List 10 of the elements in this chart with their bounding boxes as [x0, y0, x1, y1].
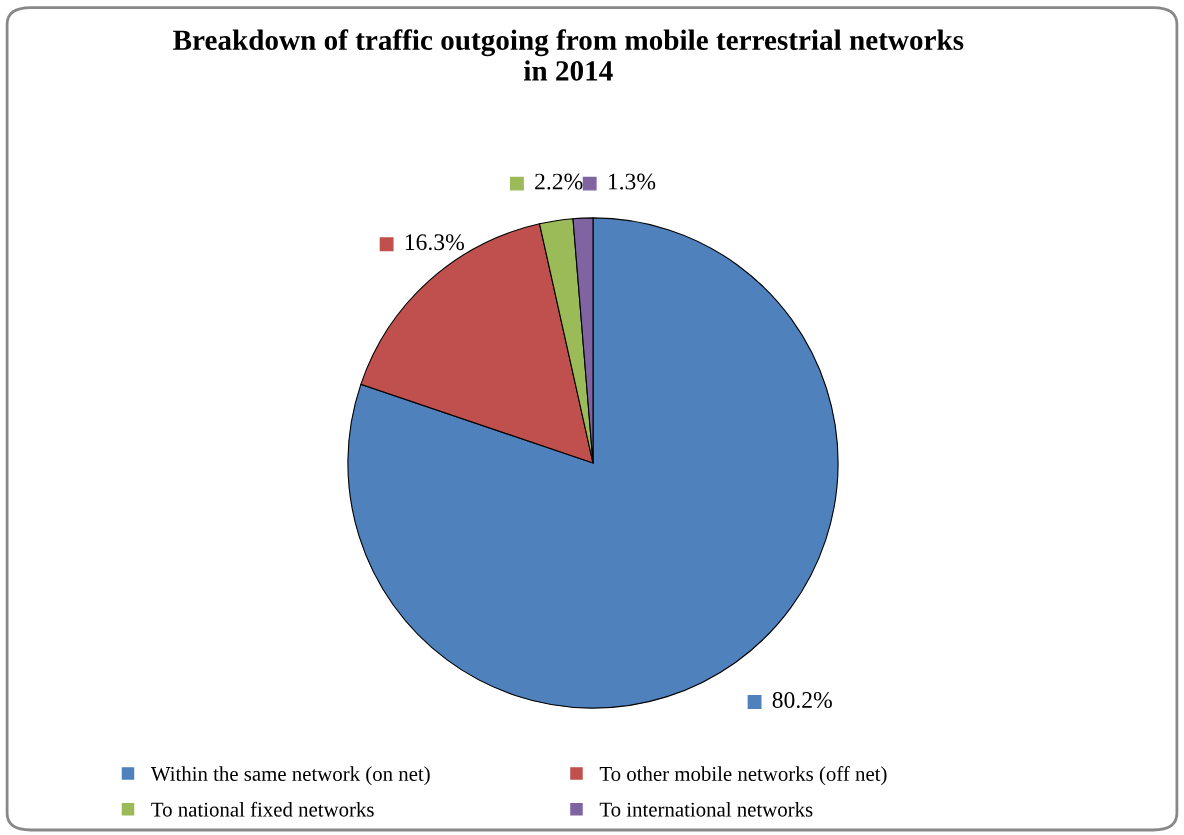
legend-label: To national fixed networks: [151, 801, 374, 817]
pie-slice: [347, 217, 839, 709]
legend-label: To other mobile networks (off net): [599, 766, 887, 786]
data-label: 16.3%: [405, 234, 464, 251]
legend-label: Within the same network (on net): [150, 766, 430, 786]
legend-label: To international networks: [599, 801, 813, 817]
chart-title: Breakdown of traffic outgoing from mobile terrestrial networks in 2014: [173, 29, 964, 81]
data-label: 1.3%: [608, 173, 656, 190]
data-label: 2.2%: [535, 173, 583, 190]
data-label: 80.2%: [772, 692, 832, 709]
